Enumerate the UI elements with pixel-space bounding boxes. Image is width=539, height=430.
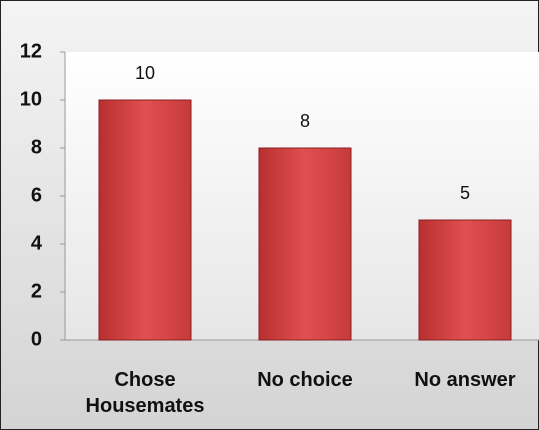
y-tick-label: 2 xyxy=(31,280,42,302)
bar xyxy=(258,147,352,341)
data-label: 10 xyxy=(135,63,155,83)
data-label: 8 xyxy=(300,111,310,131)
bar xyxy=(418,219,512,341)
x-tick-label: No answer xyxy=(414,369,516,391)
y-tick-label: 8 xyxy=(31,136,42,158)
bar xyxy=(98,99,192,341)
x-tick-label: Chose Housemates xyxy=(85,369,205,417)
y-tick-label: 12 xyxy=(20,40,42,62)
y-tick-label: 4 xyxy=(31,232,43,254)
y-tick-label: 0 xyxy=(31,328,42,350)
y-tick-label: 6 xyxy=(31,184,42,206)
data-label: 5 xyxy=(460,183,470,203)
x-tick-label: No choice xyxy=(257,369,353,391)
y-tick-label: 10 xyxy=(20,88,42,110)
